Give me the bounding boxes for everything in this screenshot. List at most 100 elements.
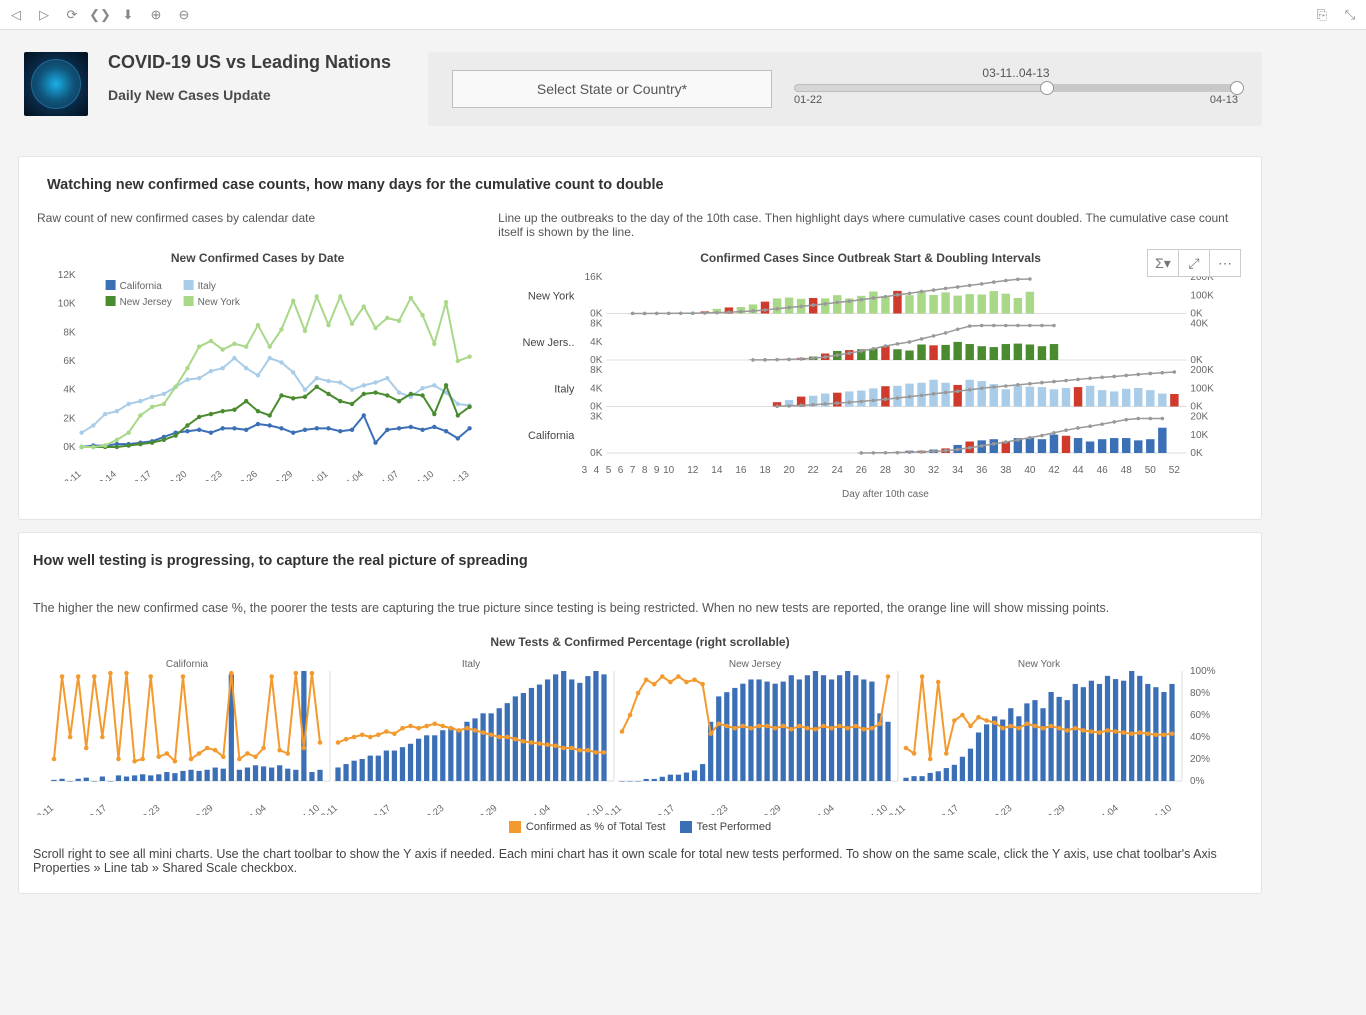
svg-text:80%: 80% [1190, 688, 1210, 699]
slider-handle-start[interactable] [1040, 81, 1054, 95]
chart-tool-expand[interactable]: ⤢ [1178, 249, 1210, 277]
svg-text:4K: 4K [590, 337, 603, 348]
new-cases-chart[interactable]: 0K2K4K6K8K10K12K03-1103-1403-1703-2003-2… [33, 271, 482, 481]
refresh-icon[interactable]: ⟳ [64, 7, 80, 23]
svg-text:04-10: 04-10 [411, 469, 437, 481]
svg-text:10: 10 [663, 465, 675, 476]
svg-text:3K: 3K [590, 412, 603, 423]
svg-text:200K: 200K [1191, 365, 1215, 376]
svg-text:7: 7 [630, 465, 636, 476]
svg-text:03-23: 03-23 [705, 803, 731, 815]
zoom-in-icon[interactable]: ⊕ [148, 7, 164, 23]
svg-text:8K: 8K [590, 365, 603, 376]
svg-text:03-17: 03-17 [651, 803, 677, 815]
chart-desc: Line up the outbreaks to the day of the … [494, 211, 1247, 251]
svg-text:0K: 0K [590, 448, 603, 459]
svg-text:20%: 20% [1190, 754, 1210, 765]
svg-text:0%: 0% [1190, 776, 1205, 787]
svg-text:03-11: 03-11 [58, 469, 83, 481]
svg-text:03-17: 03-17 [935, 803, 961, 815]
svg-text:03-26: 03-26 [234, 469, 260, 481]
svg-text:03-29: 03-29 [190, 803, 216, 815]
slider-max-label: 04-13 [1210, 94, 1238, 106]
svg-text:04-04: 04-04 [340, 469, 366, 481]
svg-text:03-29: 03-29 [1042, 803, 1068, 815]
svg-text:03-17: 03-17 [83, 803, 109, 815]
panel-heading: Watching new confirmed case counts, how … [33, 177, 1247, 193]
select-region-button[interactable]: Select State or Country* [452, 70, 772, 108]
page-body: COVID-19 US vs Leading Nations Daily New… [0, 30, 1280, 918]
collapse-icon[interactable]: ⤡ [1342, 7, 1358, 23]
svg-text:03-14: 03-14 [93, 469, 119, 481]
svg-text:New York: New York [528, 290, 575, 302]
svg-text:48: 48 [1121, 465, 1133, 476]
slider-handle-end[interactable] [1230, 81, 1244, 95]
svg-text:12K: 12K [58, 271, 76, 281]
svg-text:14: 14 [711, 465, 723, 476]
page-subtitle: Daily New Cases Update [108, 87, 408, 103]
date-slider[interactable]: 03-11..04-13 01-22 04-13 [794, 72, 1238, 106]
svg-text:46: 46 [1097, 465, 1109, 476]
svg-text:6: 6 [618, 465, 624, 476]
svg-text:03-29: 03-29 [474, 803, 500, 815]
history-back-icon[interactable]: ◁ [8, 7, 24, 23]
svg-text:12: 12 [687, 465, 699, 476]
svg-text:California: California [166, 659, 209, 670]
svg-text:04-10: 04-10 [296, 803, 322, 815]
svg-text:4K: 4K [590, 383, 603, 394]
zoom-out-icon[interactable]: ⊖ [176, 7, 192, 23]
svg-text:03-11: 03-11 [33, 803, 56, 815]
svg-text:03-17: 03-17 [128, 469, 154, 481]
svg-text:30: 30 [904, 465, 916, 476]
svg-text:California: California [528, 430, 575, 442]
svg-text:36: 36 [976, 465, 988, 476]
header-thumbnail [24, 52, 88, 116]
chart-tool-sigma[interactable]: Σ▾ [1147, 249, 1179, 277]
svg-text:5: 5 [606, 465, 612, 476]
chart-desc: Raw count of new confirmed cases by cale… [33, 211, 482, 251]
svg-text:22: 22 [808, 465, 820, 476]
svg-text:New Jersey: New Jersey [729, 659, 781, 670]
testing-legend: Confirmed as % of Total TestTest Perform… [33, 821, 1247, 833]
svg-text:50: 50 [1145, 465, 1157, 476]
svg-text:44: 44 [1073, 465, 1085, 476]
svg-text:10K: 10K [58, 299, 76, 310]
bookmark-icon[interactable]: ⎘ [1314, 7, 1330, 23]
svg-text:16K: 16K [585, 272, 603, 283]
controls-band: Select State or Country* 03-11..04-13 01… [428, 52, 1262, 126]
svg-text:20K: 20K [1191, 412, 1209, 423]
svg-text:40: 40 [1025, 465, 1037, 476]
svg-text:03-23: 03-23 [199, 469, 225, 481]
svg-text:100K: 100K [1191, 290, 1215, 301]
svg-text:04-10: 04-10 [580, 803, 606, 815]
svg-text:2K: 2K [63, 413, 76, 424]
download-icon[interactable]: ⬇ [120, 7, 136, 23]
svg-text:New York: New York [1018, 659, 1061, 670]
svg-text:0K: 0K [63, 442, 76, 453]
svg-text:Italy: Italy [462, 659, 480, 670]
svg-text:New Jersey: New Jersey [120, 297, 172, 308]
panel-heading: How well testing is progressing, to capt… [33, 553, 1247, 569]
svg-text:04-04: 04-04 [811, 803, 837, 815]
svg-text:28: 28 [880, 465, 892, 476]
chart-tool-more[interactable]: ⋯ [1209, 249, 1241, 277]
svg-text:03-29: 03-29 [269, 469, 295, 481]
svg-text:03-17: 03-17 [367, 803, 393, 815]
svg-text:26: 26 [856, 465, 868, 476]
testing-chart[interactable]: California 03-11 03-17 03-23 03-29 04-04 04-10… [33, 655, 1247, 815]
svg-text:New York: New York [198, 297, 241, 308]
svg-text:03-23: 03-23 [989, 803, 1015, 815]
svg-text:Day after 10th case: Day after 10th case [842, 489, 929, 500]
share-icon[interactable]: ❮❯ [92, 7, 108, 23]
svg-text:04-10: 04-10 [864, 803, 890, 815]
panel-testing: How well testing is progressing, to capt… [18, 532, 1262, 894]
doubling-chart[interactable]: New York0K16K0K100K200KNew Jers..0K4K8K0… [494, 271, 1247, 501]
svg-text:California: California [120, 281, 163, 292]
svg-text:04-04: 04-04 [1095, 803, 1121, 815]
app-toolbar: ◁ ▷ ⟳ ❮❯ ⬇ ⊕ ⊖ ⎘ ⤡ [0, 0, 1366, 30]
svg-text:Italy: Italy [198, 281, 216, 292]
svg-text:24: 24 [832, 465, 844, 476]
chart-title: New Confirmed Cases by Date [33, 251, 482, 265]
play-icon[interactable]: ▷ [36, 7, 52, 23]
panel-footer-note: Scroll right to see all mini charts. Use… [33, 833, 1247, 875]
